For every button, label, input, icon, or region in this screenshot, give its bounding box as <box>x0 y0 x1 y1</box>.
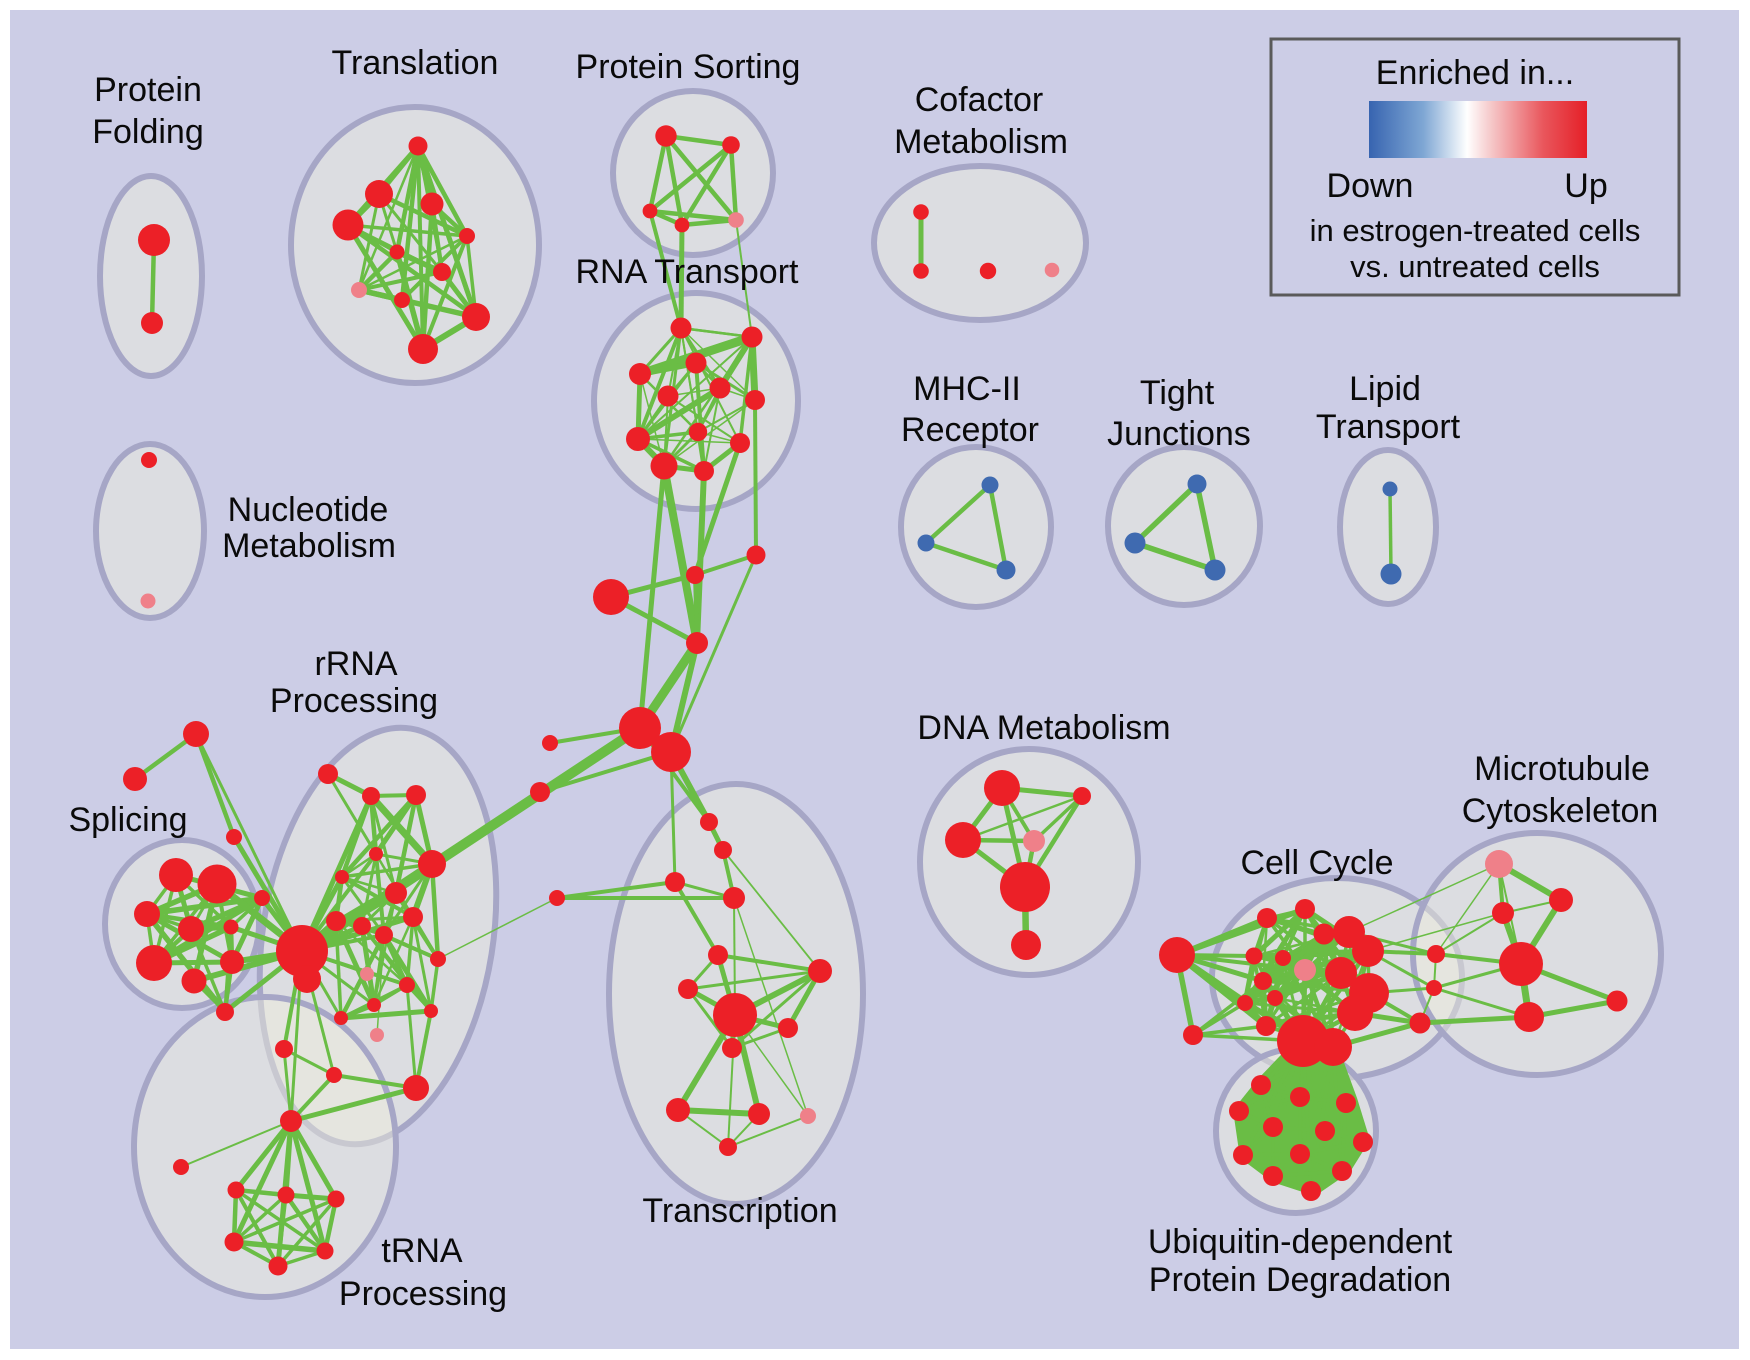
svg-text:rRNA: rRNA <box>314 645 397 683</box>
svg-text:Transport: Transport <box>1316 408 1461 446</box>
svg-text:MHC-II: MHC-II <box>913 370 1021 408</box>
svg-text:Processing: Processing <box>270 682 438 720</box>
svg-text:Junctions: Junctions <box>1107 415 1251 453</box>
svg-text:Splicing: Splicing <box>68 801 187 839</box>
svg-text:tRNA: tRNA <box>381 1232 463 1270</box>
svg-text:Transcription: Transcription <box>642 1192 837 1230</box>
svg-text:in estrogen-treated cells: in estrogen-treated cells <box>1310 213 1641 248</box>
svg-text:Metabolism: Metabolism <box>894 123 1068 161</box>
svg-text:Translation: Translation <box>332 44 499 82</box>
svg-text:Processing: Processing <box>339 1275 507 1313</box>
svg-text:Cell Cycle: Cell Cycle <box>1240 844 1393 882</box>
svg-text:DNA Metabolism: DNA Metabolism <box>917 709 1170 747</box>
svg-text:Down: Down <box>1327 167 1414 205</box>
svg-text:vs. untreated cells: vs. untreated cells <box>1350 249 1600 284</box>
svg-text:Cofactor: Cofactor <box>915 81 1044 119</box>
svg-text:Lipid: Lipid <box>1349 370 1421 408</box>
svg-text:Microtubule: Microtubule <box>1474 750 1650 788</box>
svg-text:Protein Degradation: Protein Degradation <box>1149 1261 1451 1299</box>
svg-text:Protein: Protein <box>94 71 202 109</box>
svg-text:Ubiquitin-dependent: Ubiquitin-dependent <box>1148 1223 1453 1261</box>
svg-text:Cytoskeleton: Cytoskeleton <box>1462 792 1659 830</box>
svg-text:Up: Up <box>1564 167 1607 205</box>
svg-text:Tight: Tight <box>1140 374 1215 412</box>
svg-text:Nucleotide: Nucleotide <box>228 491 389 529</box>
svg-text:Folding: Folding <box>92 113 204 151</box>
svg-text:Enriched in...: Enriched in... <box>1376 54 1574 92</box>
svg-text:RNA Transport: RNA Transport <box>576 253 800 291</box>
svg-text:Receptor: Receptor <box>901 411 1039 449</box>
svg-text:Metabolism: Metabolism <box>222 527 396 565</box>
svg-text:Protein Sorting: Protein Sorting <box>576 48 801 86</box>
